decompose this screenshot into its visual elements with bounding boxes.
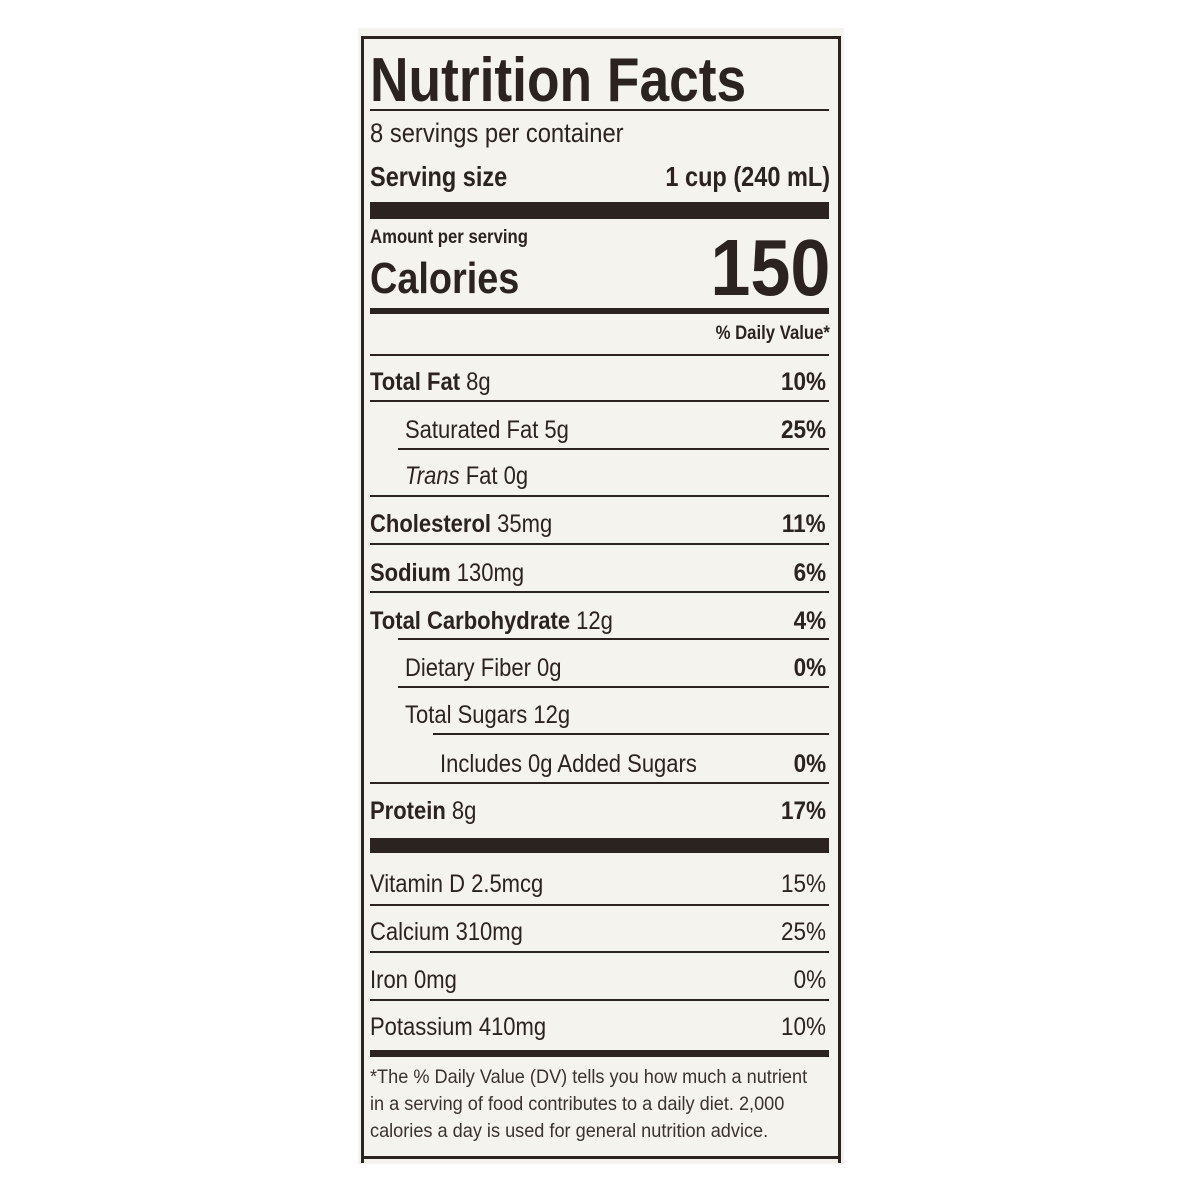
footnote: *The % Daily Value (DV) tells you how mu… xyxy=(370,1066,808,1142)
nutrient-amount: 0g xyxy=(503,462,529,490)
nutrient-dv: 10% xyxy=(780,368,826,396)
divider-thin xyxy=(398,686,829,688)
daily-value-header: % Daily Value* xyxy=(715,323,830,344)
nutrient-row-trans-fat: Trans Fat 0g xyxy=(370,460,826,490)
vitamin-row-calcium: Calcium 310mg 25% xyxy=(370,916,826,946)
nutrient-amount: 12g xyxy=(533,701,571,729)
servings-per-container: 8 servings per container xyxy=(370,118,624,148)
nutrient-name: Protein xyxy=(370,797,446,825)
calories-value: 150 xyxy=(709,223,830,312)
divider-thin xyxy=(398,448,829,450)
nutrient-name-suffix: Fat xyxy=(465,462,498,490)
vitamin-dv: 25% xyxy=(780,918,826,946)
vitamin-name: Iron xyxy=(370,966,408,994)
nutrient-amount: 35mg xyxy=(497,510,553,538)
divider-thin xyxy=(398,638,829,640)
divider-thin xyxy=(370,543,829,545)
divider-thin xyxy=(433,733,829,735)
divider-thin xyxy=(370,904,829,906)
nutrition-facts-label: Nutrition Facts 8 servings per container… xyxy=(358,28,844,1164)
nutrient-row-cholesterol: Cholesterol 35mg 11% xyxy=(370,508,826,538)
label-border xyxy=(361,36,841,1163)
nutrient-amount: 8g xyxy=(466,368,491,396)
calories-label: Calories xyxy=(370,254,520,303)
nutrient-row-total-carbohydrate: Total Carbohydrate 12g 4% xyxy=(370,605,826,635)
vitamin-row-vitamin-d: Vitamin D 2.5mcg 15% xyxy=(370,868,826,898)
nutrient-name: Total Sugars xyxy=(405,701,528,729)
nutrient-dv: 25% xyxy=(780,416,826,444)
vitamin-row-potassium: Potassium 410mg 10% xyxy=(370,1011,826,1041)
nutrient-dv: 0% xyxy=(793,654,826,682)
nutrient-row-added-sugars: Includes 0g Added Sugars 0% xyxy=(370,748,826,778)
nutrient-dv: 6% xyxy=(793,559,826,587)
divider-thick xyxy=(370,838,829,853)
nutrient-name: Trans xyxy=(405,462,460,490)
amount-per-serving: Amount per serving xyxy=(370,227,528,248)
nutrient-name: Cholesterol xyxy=(370,510,492,538)
nutrient-amount: 8g xyxy=(451,797,477,825)
nutrient-dv: 0% xyxy=(793,750,826,778)
divider-thin xyxy=(370,951,829,953)
vitamin-name: Potassium xyxy=(370,1013,473,1041)
vitamin-amount: 0mg xyxy=(414,966,457,994)
nutrient-name: Saturated Fat xyxy=(405,416,539,444)
vitamin-dv: 0% xyxy=(793,966,826,994)
nutrient-dv: 4% xyxy=(793,607,826,635)
vitamin-name: Vitamin D xyxy=(370,870,465,898)
divider-medium xyxy=(370,308,829,314)
nutrient-amount: 130mg xyxy=(456,559,525,587)
vitamin-amount: 310mg xyxy=(455,918,523,946)
nutrient-name: Dietary Fiber xyxy=(405,654,531,682)
nutrient-row-sodium: Sodium 130mg 6% xyxy=(370,557,826,587)
nutrient-name: Sodium xyxy=(370,559,451,587)
divider-thin xyxy=(370,109,829,111)
nutrient-row-total-fat: Total Fat 8g 10% xyxy=(370,366,826,396)
vitamin-amount: 2.5mcg xyxy=(471,870,544,898)
label-bottom-rule xyxy=(361,1156,841,1159)
divider-thin xyxy=(370,999,829,1001)
vitamin-row-iron: Iron 0mg 0% xyxy=(370,964,826,994)
nutrient-amount: 5g xyxy=(544,416,569,444)
vitamin-dv: 10% xyxy=(780,1013,826,1041)
divider-thin xyxy=(370,354,829,356)
nutrient-row-saturated-fat: Saturated Fat 5g 25% xyxy=(370,414,826,444)
nutrient-name: Total Fat xyxy=(370,368,461,396)
nutrient-row-dietary-fiber: Dietary Fiber 0g 0% xyxy=(370,652,826,682)
nutrient-amount: 12g xyxy=(576,607,613,635)
nutrient-name: Includes 0g Added Sugars xyxy=(440,750,697,778)
divider-thin xyxy=(370,495,829,497)
divider-thin xyxy=(370,400,829,402)
vitamin-amount: 410mg xyxy=(478,1013,547,1041)
serving-size-label: Serving size xyxy=(370,161,508,192)
divider-thin xyxy=(370,782,829,784)
divider-thin xyxy=(370,591,829,593)
nutrient-name: Total Carbohydrate xyxy=(370,607,571,635)
serving-size-value: 1 cup (240 mL) xyxy=(665,161,830,192)
nutrient-row-total-sugars: Total Sugars 12g xyxy=(370,699,826,729)
divider-thick xyxy=(370,202,829,219)
label-title: Nutrition Facts xyxy=(370,46,747,115)
vitamin-dv: 15% xyxy=(780,870,826,898)
divider-medium xyxy=(370,1050,829,1057)
nutrient-dv: 17% xyxy=(780,797,826,825)
nutrient-amount: 0g xyxy=(537,654,562,682)
nutrient-dv: 11% xyxy=(782,510,826,538)
vitamin-name: Calcium xyxy=(370,918,450,946)
nutrient-row-protein: Protein 8g 17% xyxy=(370,795,826,825)
